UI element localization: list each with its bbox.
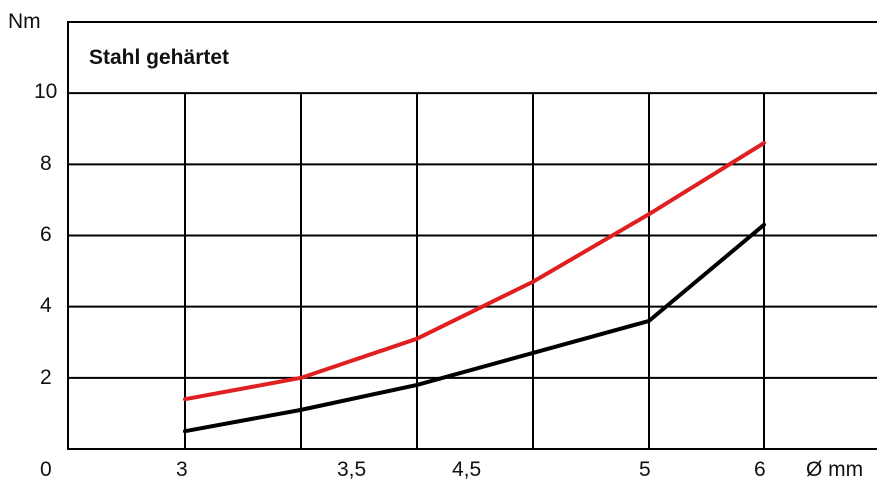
black-series-point: [183, 429, 187, 433]
series-layer: [183, 140, 766, 434]
black-series-point: [647, 319, 651, 323]
x-axis-label: Ø mm: [806, 458, 863, 481]
grid: [68, 92, 877, 449]
x-tick-label: 3: [176, 458, 188, 481]
black-series-point: [299, 408, 303, 412]
y-tick-label: 10: [34, 80, 57, 103]
y-tick-label: 6: [40, 223, 52, 246]
x-tick-label: 5: [639, 458, 651, 481]
red-series-point: [415, 337, 419, 341]
x-tick-label: 4,5: [452, 458, 481, 481]
red-series-point: [647, 212, 651, 216]
black-series-point: [415, 383, 419, 387]
red-series-point: [299, 376, 303, 380]
y-tick-label: 0: [40, 458, 52, 481]
black-series-point: [531, 351, 535, 355]
plot-frame: [67, 21, 877, 450]
y-axis-label: Nm: [8, 10, 41, 33]
x-tick-label: 3,5: [337, 458, 366, 481]
red-series-line: [183, 140, 766, 402]
black-series-point: [762, 223, 766, 227]
red-series-point: [183, 397, 187, 401]
red-series-point: [531, 280, 535, 284]
chart-title: Stahl gehärtet: [89, 46, 229, 69]
red-series-point: [762, 141, 766, 145]
y-tick-label: 2: [40, 366, 52, 389]
y-tick-label: 4: [40, 294, 52, 317]
x-tick-label: 6: [754, 458, 766, 481]
y-tick-label: 8: [40, 152, 52, 175]
black-series-line: [183, 222, 766, 434]
